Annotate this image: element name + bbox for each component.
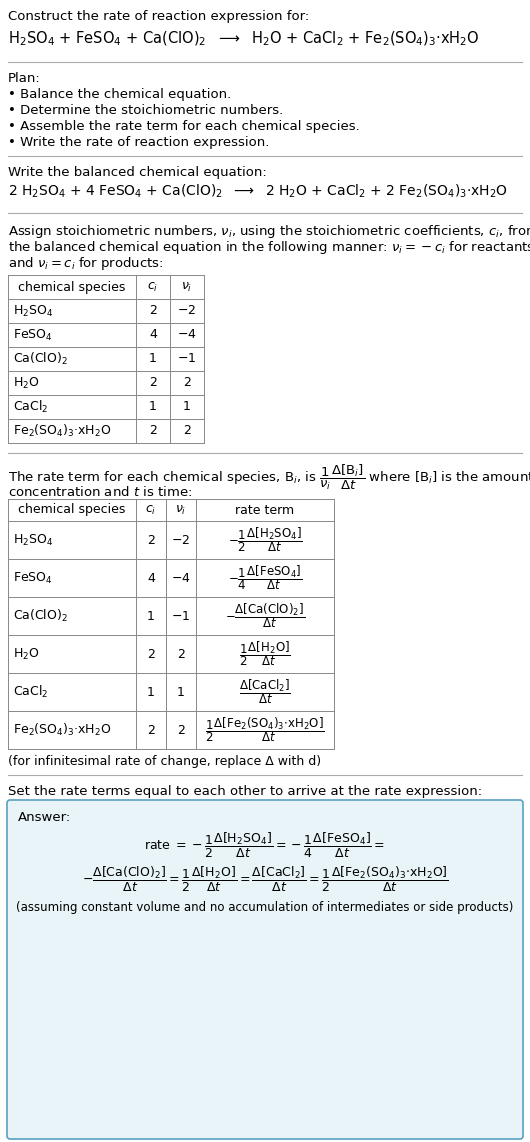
Text: H$_2$SO$_4$: H$_2$SO$_4$ (13, 532, 54, 547)
Text: $-$2: $-$2 (171, 533, 191, 547)
Text: $-$4: $-$4 (177, 329, 197, 341)
Text: $-$4: $-$4 (171, 571, 191, 585)
Text: 2: 2 (147, 648, 155, 660)
Text: $\dfrac{1}{2}\dfrac{\Delta[\mathrm{H_2O}]}{\Delta t}$: $\dfrac{1}{2}\dfrac{\Delta[\mathrm{H_2O}… (239, 640, 291, 668)
Text: 1: 1 (183, 401, 191, 413)
Text: 4: 4 (149, 329, 157, 341)
Text: chemical species: chemical species (19, 281, 126, 293)
Text: • Balance the chemical equation.: • Balance the chemical equation. (8, 88, 231, 100)
Text: $\nu_i$: $\nu_i$ (175, 504, 187, 516)
Text: Fe$_2$(SO$_4$)$_3$·xH$_2$O: Fe$_2$(SO$_4$)$_3$·xH$_2$O (13, 423, 111, 439)
Text: 1: 1 (147, 685, 155, 699)
Text: Construct the rate of reaction expression for:: Construct the rate of reaction expressio… (8, 10, 309, 23)
Text: H$_2$SO$_4$ + FeSO$_4$ + Ca(ClO)$_2$  $\longrightarrow$  H$_2$O + CaCl$_2$ + Fe$: H$_2$SO$_4$ + FeSO$_4$ + Ca(ClO)$_2$ $\l… (8, 30, 480, 48)
Text: Ca(ClO)$_2$: Ca(ClO)$_2$ (13, 608, 68, 624)
Text: 2: 2 (183, 425, 191, 437)
Text: FeSO$_4$: FeSO$_4$ (13, 328, 53, 343)
Text: H$_2$SO$_4$: H$_2$SO$_4$ (13, 304, 54, 319)
Text: Ca(ClO)$_2$: Ca(ClO)$_2$ (13, 351, 68, 367)
Text: 1: 1 (177, 685, 185, 699)
Text: $-\dfrac{1}{4}\dfrac{\Delta[\mathrm{FeSO_4}]}{\Delta t}$: $-\dfrac{1}{4}\dfrac{\Delta[\mathrm{FeSO… (228, 564, 302, 593)
Text: 2: 2 (149, 377, 157, 389)
Text: (for infinitesimal rate of change, replace Δ with d): (for infinitesimal rate of change, repla… (8, 755, 321, 769)
Text: $-$1: $-$1 (171, 610, 191, 622)
Text: The rate term for each chemical species, B$_i$, is $\dfrac{1}{\nu_i}\dfrac{\Delt: The rate term for each chemical species,… (8, 463, 530, 492)
Text: • Write the rate of reaction expression.: • Write the rate of reaction expression. (8, 136, 269, 148)
Text: 4: 4 (147, 571, 155, 585)
Text: $-\dfrac{\Delta[\mathrm{Ca(ClO)_2}]}{\Delta t} = \dfrac{1}{2}\dfrac{\Delta[\math: $-\dfrac{\Delta[\mathrm{Ca(ClO)_2}]}{\De… (82, 864, 448, 894)
Text: Assign stoichiometric numbers, $\nu_i$, using the stoichiometric coefficients, $: Assign stoichiometric numbers, $\nu_i$, … (8, 223, 530, 240)
Text: concentration and $t$ is time:: concentration and $t$ is time: (8, 485, 192, 499)
Text: Write the balanced chemical equation:: Write the balanced chemical equation: (8, 166, 267, 179)
Text: $\nu_i$: $\nu_i$ (181, 281, 193, 293)
Text: $c_i$: $c_i$ (145, 504, 157, 516)
Text: rate $= -\dfrac{1}{2}\dfrac{\Delta[\mathrm{H_2SO_4}]}{\Delta t} = -\dfrac{1}{4}\: rate $= -\dfrac{1}{2}\dfrac{\Delta[\math… (145, 831, 385, 860)
Text: $\dfrac{1}{2}\dfrac{\Delta[\mathrm{Fe_2(SO_4)_3{\cdot}xH_2O}]}{\Delta t}$: $\dfrac{1}{2}\dfrac{\Delta[\mathrm{Fe_2(… (205, 716, 325, 745)
Text: Set the rate terms equal to each other to arrive at the rate expression:: Set the rate terms equal to each other t… (8, 785, 482, 798)
Text: 2: 2 (177, 648, 185, 660)
Text: $-$1: $-$1 (178, 353, 197, 365)
Text: and $\nu_i = c_i$ for products:: and $\nu_i = c_i$ for products: (8, 255, 164, 272)
Text: CaCl$_2$: CaCl$_2$ (13, 684, 48, 700)
Text: 2: 2 (149, 425, 157, 437)
Text: Fe$_2$(SO$_4$)$_3$·xH$_2$O: Fe$_2$(SO$_4$)$_3$·xH$_2$O (13, 722, 111, 738)
Text: 2: 2 (183, 377, 191, 389)
Text: rate term: rate term (235, 504, 295, 516)
Text: 1: 1 (149, 401, 157, 413)
Text: Plan:: Plan: (8, 72, 41, 85)
Text: 2: 2 (177, 724, 185, 737)
Text: Answer:: Answer: (18, 811, 71, 825)
Text: $-$2: $-$2 (178, 305, 197, 317)
Text: H$_2$O: H$_2$O (13, 376, 40, 391)
Text: H$_2$O: H$_2$O (13, 646, 40, 661)
Text: 2: 2 (147, 724, 155, 737)
Text: the balanced chemical equation in the following manner: $\nu_i = -c_i$ for react: the balanced chemical equation in the fo… (8, 239, 530, 256)
Text: 1: 1 (147, 610, 155, 622)
Text: 2: 2 (147, 533, 155, 547)
Text: CaCl$_2$: CaCl$_2$ (13, 399, 48, 415)
Text: 2: 2 (149, 305, 157, 317)
Text: 2 H$_2$SO$_4$ + 4 FeSO$_4$ + Ca(ClO)$_2$  $\longrightarrow$  2 H$_2$O + CaCl$_2$: 2 H$_2$SO$_4$ + 4 FeSO$_4$ + Ca(ClO)$_2$… (8, 183, 508, 200)
Text: 1: 1 (149, 353, 157, 365)
Text: • Determine the stoichiometric numbers.: • Determine the stoichiometric numbers. (8, 104, 283, 116)
Text: (assuming constant volume and no accumulation of intermediates or side products): (assuming constant volume and no accumul… (16, 901, 514, 914)
Text: • Assemble the rate term for each chemical species.: • Assemble the rate term for each chemic… (8, 120, 360, 132)
FancyBboxPatch shape (7, 801, 523, 1139)
Text: $c_i$: $c_i$ (147, 281, 158, 293)
Text: FeSO$_4$: FeSO$_4$ (13, 571, 53, 586)
Text: $\dfrac{\Delta[\mathrm{CaCl_2}]}{\Delta t}$: $\dfrac{\Delta[\mathrm{CaCl_2}]}{\Delta … (239, 677, 291, 707)
Text: chemical species: chemical species (19, 504, 126, 516)
Text: $-\dfrac{1}{2}\dfrac{\Delta[\mathrm{H_2SO_4}]}{\Delta t}$: $-\dfrac{1}{2}\dfrac{\Delta[\mathrm{H_2S… (227, 525, 303, 554)
Text: $-\dfrac{\Delta[\mathrm{Ca(ClO)_2}]}{\Delta t}$: $-\dfrac{\Delta[\mathrm{Ca(ClO)_2}]}{\De… (225, 602, 305, 630)
